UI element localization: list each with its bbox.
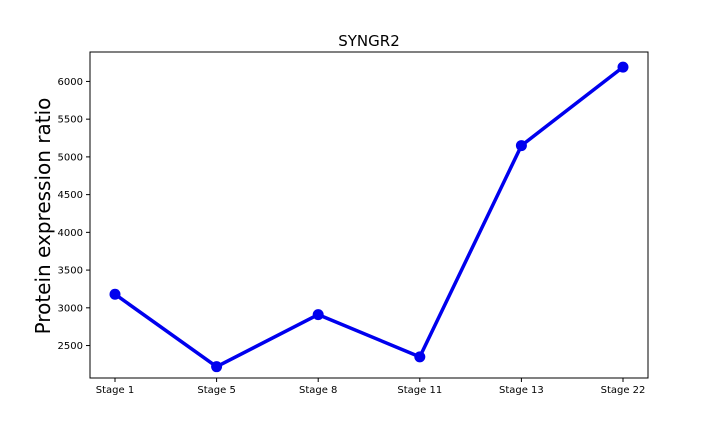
data-point: [617, 61, 629, 73]
y-tick-label: 5500: [58, 115, 83, 126]
y-tick-label: 4000: [58, 228, 83, 239]
y-axis: 2500 3000 3500 4000 4500 5000 5500 6000: [58, 77, 90, 352]
data-point: [414, 351, 426, 363]
x-tick-label: Stage 8: [299, 385, 337, 396]
plot-area: [89, 51, 649, 379]
chart-title: SYNGR2: [338, 32, 400, 50]
y-axis-label: Protein expression ratio: [31, 98, 55, 335]
x-tick-label: Stage 1: [96, 385, 134, 396]
y-tick-label: 2500: [58, 341, 83, 352]
series-line: [113, 65, 625, 369]
data-point: [515, 140, 527, 152]
x-axis: Stage 1 Stage 5 Stage 8 Stage 11 Stage 13 Sta…: [96, 378, 646, 396]
y-tick-label: 4500: [58, 190, 83, 201]
data-point: [312, 309, 324, 321]
data-point: [211, 361, 223, 373]
y-tick-label: 5000: [58, 152, 83, 163]
y-tick-label: 3500: [58, 266, 83, 277]
x-tick-label: Stage 11: [397, 385, 442, 396]
y-tick-label: 3000: [58, 303, 83, 314]
x-tick-label: Stage 13: [499, 385, 544, 396]
x-tick-label: Stage 22: [601, 385, 646, 396]
series-layer: [109, 61, 629, 373]
data-point: [109, 288, 121, 300]
x-tick-label: Stage 5: [197, 385, 235, 396]
y-tick-label: 6000: [58, 77, 83, 88]
